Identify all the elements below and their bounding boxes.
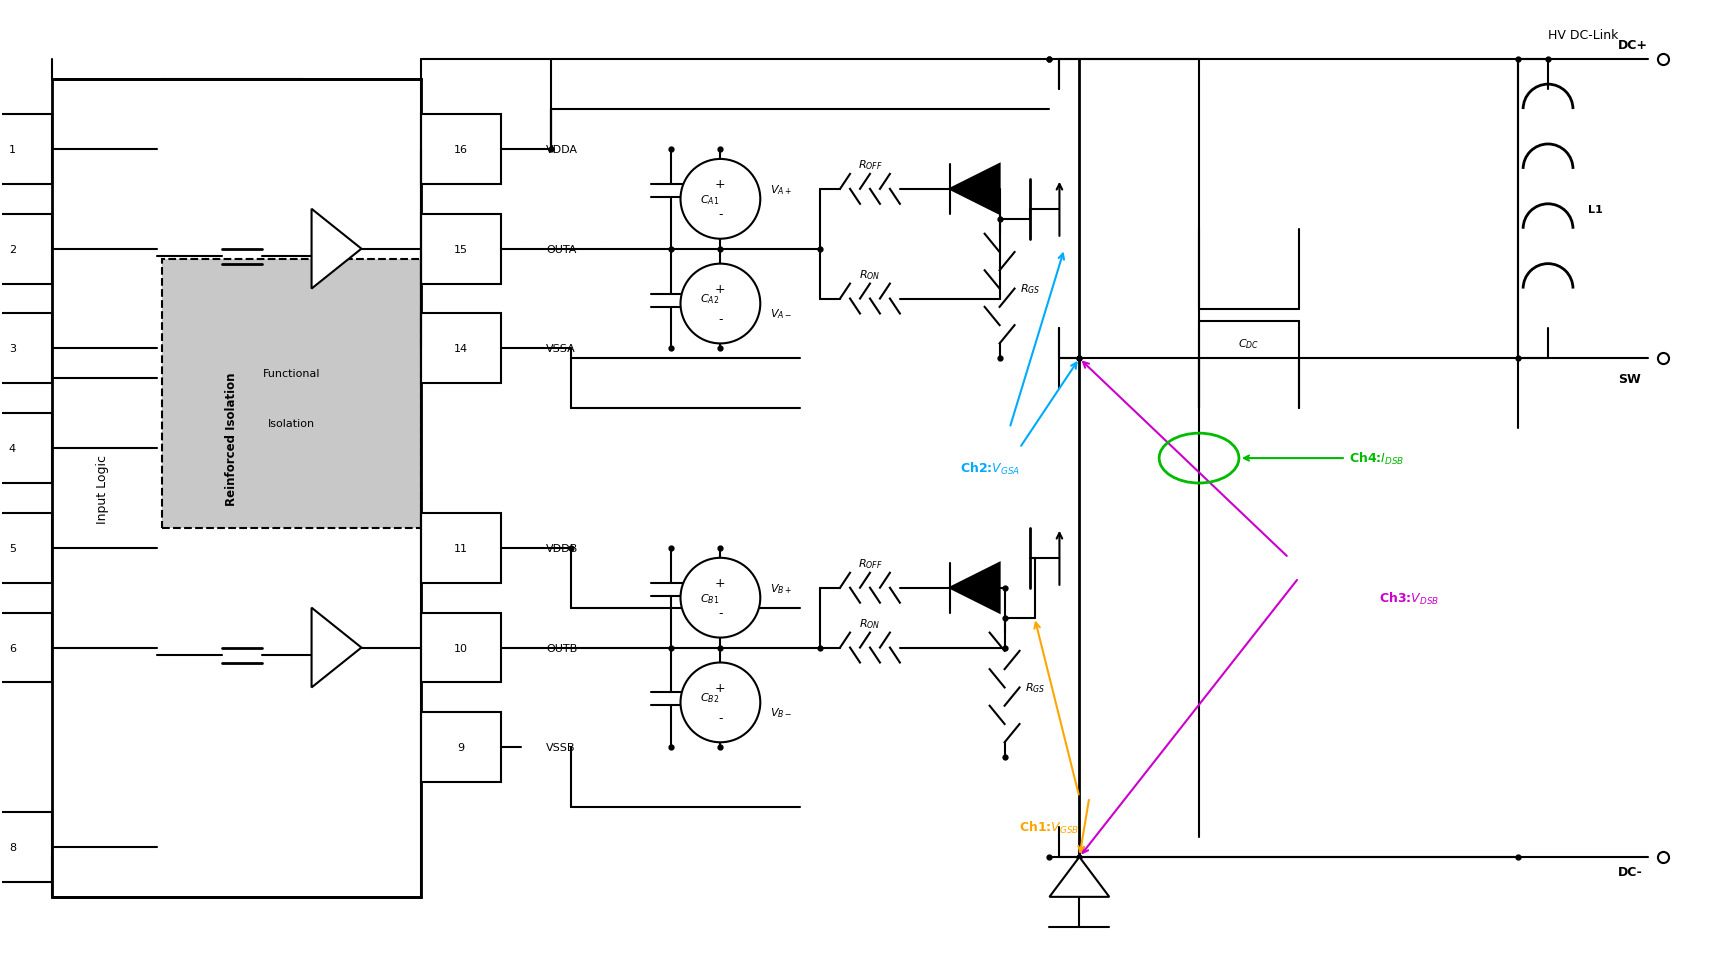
Text: $C_{A1}$: $C_{A1}$ (700, 193, 719, 206)
FancyBboxPatch shape (0, 613, 52, 683)
Text: 15: 15 (454, 244, 468, 254)
FancyBboxPatch shape (422, 314, 501, 384)
Circle shape (680, 264, 761, 344)
Text: Functional: Functional (263, 369, 320, 378)
Text: DC-: DC- (1618, 866, 1642, 878)
FancyBboxPatch shape (0, 513, 52, 583)
Text: 8: 8 (9, 842, 15, 852)
FancyBboxPatch shape (0, 314, 52, 384)
Text: 11: 11 (454, 543, 468, 554)
FancyBboxPatch shape (0, 214, 52, 285)
FancyBboxPatch shape (162, 80, 301, 897)
Text: $V_{A-}$: $V_{A-}$ (771, 307, 792, 321)
Text: HV DC-Link: HV DC-Link (1549, 28, 1618, 42)
Text: $R_{GS}$: $R_{GS}$ (1024, 681, 1045, 694)
Text: OUTA: OUTA (546, 244, 577, 254)
Text: $R_{OFF}$: $R_{OFF}$ (857, 157, 883, 172)
FancyBboxPatch shape (422, 513, 501, 583)
Text: VDDA: VDDA (546, 145, 578, 155)
Text: -: - (718, 606, 723, 619)
Circle shape (680, 663, 761, 742)
FancyBboxPatch shape (422, 713, 501, 782)
Text: DC+: DC+ (1618, 39, 1647, 52)
Text: 9: 9 (458, 742, 465, 752)
Text: 10: 10 (454, 643, 468, 653)
Polygon shape (950, 563, 1000, 613)
Text: $C_{B1}$: $C_{B1}$ (700, 591, 719, 605)
Circle shape (680, 558, 761, 638)
Text: 3: 3 (9, 344, 15, 354)
FancyBboxPatch shape (422, 613, 501, 683)
Text: +: + (716, 178, 726, 191)
FancyBboxPatch shape (162, 259, 422, 528)
FancyBboxPatch shape (0, 115, 52, 185)
Text: +: + (716, 682, 726, 694)
Text: SW: SW (1618, 373, 1640, 385)
Text: Ch1:$V_{GSB}$: Ch1:$V_{GSB}$ (1019, 820, 1079, 835)
FancyBboxPatch shape (0, 414, 52, 483)
FancyBboxPatch shape (422, 214, 501, 285)
Text: -: - (718, 711, 723, 724)
FancyBboxPatch shape (52, 80, 422, 897)
Text: +: + (716, 283, 726, 295)
Text: 14: 14 (454, 344, 468, 354)
Text: +: + (716, 577, 726, 590)
Text: 4: 4 (9, 444, 15, 454)
Text: $R_{ON}$: $R_{ON}$ (859, 267, 881, 282)
Text: 1: 1 (9, 145, 15, 155)
Text: Input Logic: Input Logic (96, 454, 108, 523)
Circle shape (680, 159, 761, 240)
Text: Reinforced Isolation: Reinforced Isolation (225, 372, 237, 506)
Text: Ch2:$V_{GSA}$: Ch2:$V_{GSA}$ (960, 461, 1019, 476)
Polygon shape (950, 164, 1000, 214)
Text: VDDB: VDDB (546, 543, 578, 554)
Text: $C_{DC}$: $C_{DC}$ (1239, 337, 1260, 351)
Polygon shape (1050, 857, 1110, 897)
Text: $V_{B-}$: $V_{B-}$ (771, 706, 792, 720)
Text: 2: 2 (9, 244, 15, 254)
Text: $R_{ON}$: $R_{ON}$ (859, 616, 881, 630)
Polygon shape (312, 608, 361, 688)
Text: 5: 5 (9, 543, 15, 554)
Text: $C_{B2}$: $C_{B2}$ (700, 690, 719, 704)
Polygon shape (312, 209, 361, 289)
Text: -: - (718, 208, 723, 221)
Text: 16: 16 (454, 145, 468, 155)
Text: $R_{OFF}$: $R_{OFF}$ (857, 556, 883, 570)
Text: OUTB: OUTB (546, 643, 577, 653)
Text: Isolation: Isolation (268, 419, 315, 428)
FancyBboxPatch shape (0, 813, 52, 882)
Text: -: - (718, 313, 723, 326)
Text: Ch3:$V_{DSB}$: Ch3:$V_{DSB}$ (1379, 590, 1439, 606)
Text: 6: 6 (9, 643, 15, 653)
Text: $V_{A+}$: $V_{A+}$ (771, 183, 792, 197)
Text: $C_{A2}$: $C_{A2}$ (700, 292, 719, 306)
Text: Ch4:$I_{DSB}$: Ch4:$I_{DSB}$ (1244, 451, 1404, 467)
Text: $V_{B+}$: $V_{B+}$ (771, 581, 792, 595)
Text: L1: L1 (1588, 204, 1602, 214)
Text: VSSA: VSSA (546, 344, 575, 354)
Text: VSSB: VSSB (546, 742, 575, 752)
FancyBboxPatch shape (422, 115, 501, 185)
Text: $R_{GS}$: $R_{GS}$ (1019, 283, 1039, 296)
